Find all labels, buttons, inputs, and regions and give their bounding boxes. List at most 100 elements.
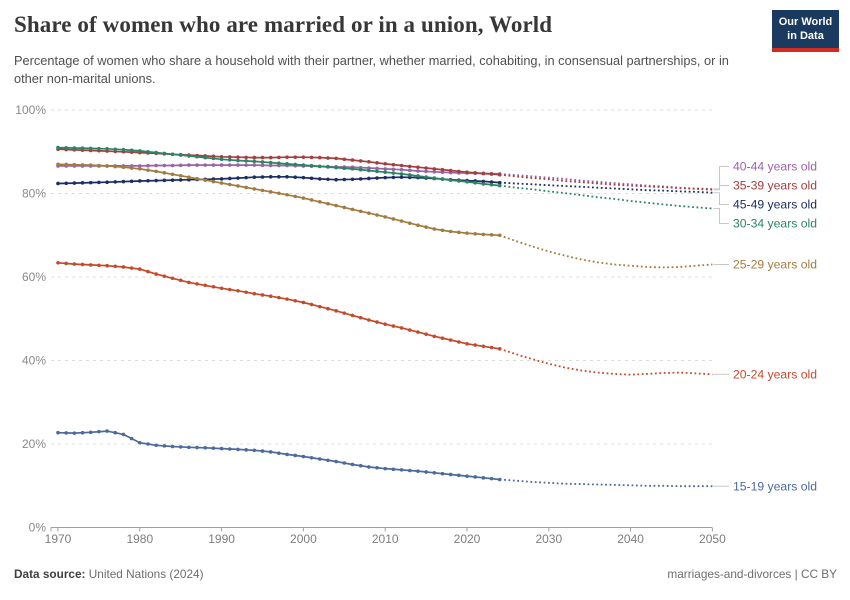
series-marker-25-29 [178,173,183,178]
series-marker-25-29 [211,179,216,184]
series-marker-45-49 [367,176,371,181]
legend-label-20-24[interactable]: 20-24 years old [733,367,817,381]
series-marker-30-34 [244,159,248,163]
series-line-45-49[interactable] [57,175,500,185]
series-marker-40-44 [407,168,412,173]
series-marker-15-19 [113,430,118,435]
series-marker-25-29 [236,184,240,188]
series-projection-35-39[interactable] [499,173,713,191]
legend-label-15-19[interactable]: 15-19 years old [733,479,817,493]
series-marker-40-44 [448,170,453,175]
series-marker-15-19 [391,467,396,472]
series-line-25-29[interactable] [57,163,500,237]
series-marker-35-39 [72,148,77,152]
series-marker-30-34 [285,162,289,166]
series-projection-40-44[interactable] [499,173,713,190]
series-marker-45-49 [227,176,232,181]
series-marker-45-49 [489,180,494,184]
series-line-20-24[interactable] [57,261,500,350]
legend-label-40-44[interactable]: 40-44 years old [733,160,817,174]
series-marker-35-39 [162,152,167,156]
legend-label-35-39[interactable]: 35-39 years old [733,179,817,193]
series-marker-35-39 [105,149,109,153]
series-line-15-19[interactable] [57,430,500,481]
series-marker-15-19 [195,445,199,450]
series-marker-40-44 [326,164,330,169]
series-marker-20-24 [244,290,248,295]
series-marker-25-29 [334,203,338,208]
series-marker-25-29 [358,209,363,214]
legend-label-25-29[interactable]: 25-29 years old [733,258,817,272]
series-marker-35-39 [260,155,265,160]
license-note[interactable]: marriages-and-divorces | CC BY [667,567,837,581]
series-projection-30-34[interactable] [499,184,713,210]
series-marker-35-39 [440,167,445,172]
series-marker-20-24 [497,347,502,351]
series-marker-20-24 [391,324,396,328]
owid-logo-line1: Our World [778,16,833,28]
series-marker-15-19 [301,454,306,459]
series-marker-30-34 [195,154,199,159]
series-marker-20-24 [285,297,289,301]
series-marker-25-29 [72,162,77,167]
series-marker-15-19 [473,475,477,479]
series-marker-15-19 [56,430,60,435]
series-line-35-39[interactable] [57,148,500,176]
series-projection-15-19[interactable] [499,478,713,488]
series-marker-30-34 [383,170,388,175]
series-marker-20-24 [375,320,379,324]
series-marker-40-44 [301,164,306,168]
series-marker-15-19 [432,471,437,475]
series-marker-15-19 [219,446,224,451]
series-marker-30-34 [236,158,240,163]
series-marker-35-39 [268,155,273,160]
series-marker-15-19 [252,448,257,453]
series-marker-20-24 [317,304,322,309]
legend-label-45-49[interactable]: 45-49 years old [733,198,817,212]
series-marker-20-24 [465,342,469,346]
series-marker-25-29 [195,176,199,181]
series-marker-40-44 [440,170,445,175]
series-marker-40-44 [268,163,273,168]
series-marker-25-29 [440,228,445,233]
owid-logo[interactable]: Our World in Data [772,10,839,52]
series-marker-30-34 [293,162,298,167]
series-marker-45-49 [440,177,445,181]
series-marker-40-44 [146,163,150,168]
series-marker-15-19 [227,447,232,451]
series-marker-40-44 [113,164,118,168]
series-line-40-44[interactable] [58,164,500,175]
series-marker-40-44 [309,164,314,168]
series-marker-30-34 [334,165,338,170]
series-marker-15-19 [334,459,338,464]
series-projection-20-24[interactable] [499,347,713,376]
series-projection-25-29[interactable] [499,234,713,269]
series-marker-40-44 [293,163,298,168]
series-marker-25-29 [465,231,469,235]
legend-label-30-34[interactable]: 30-34 years old [733,217,817,231]
series-projection-45-49[interactable] [499,181,713,194]
series-marker-20-24 [203,283,208,288]
series-marker-15-19 [350,462,355,467]
series-marker-15-19 [105,429,109,433]
series-marker-30-34 [113,147,118,152]
series-marker-45-49 [326,177,330,182]
series-marker-20-24 [367,318,371,322]
series-marker-35-39 [497,172,502,177]
series-marker-30-34 [309,163,314,168]
legend-connector-40-44 [713,166,729,190]
series-marker-40-44 [129,164,134,168]
series-marker-35-39 [236,155,240,159]
series-marker-15-19 [399,468,404,472]
chart-footer: Data source: United Nations (2024) marri… [14,567,837,581]
series-marker-35-39 [219,154,224,159]
series-marker-45-49 [317,177,322,181]
series-line-30-34[interactable] [57,146,500,187]
series-marker-30-34 [56,145,60,150]
series-marker-20-24 [334,309,338,313]
series-marker-30-34 [457,179,461,183]
series-marker-35-39 [187,153,191,157]
series-marker-30-34 [326,165,330,169]
